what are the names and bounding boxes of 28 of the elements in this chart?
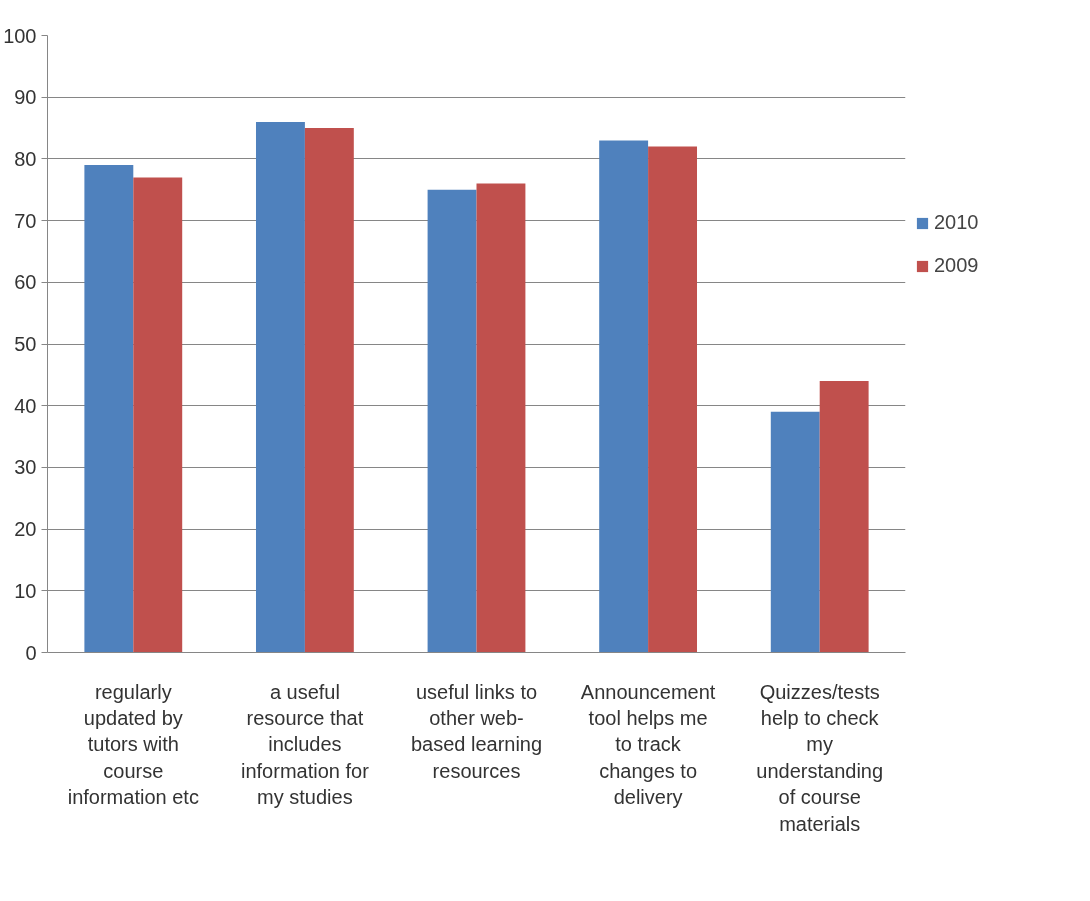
bar [770, 411, 820, 653]
bar [304, 128, 354, 653]
bar [648, 146, 698, 653]
x-tick-label: useful links to other web- based learning resources [410, 680, 543, 782]
bar [819, 381, 869, 653]
bar [476, 183, 526, 653]
legend-label: 2009 [934, 254, 979, 277]
bar [255, 121, 305, 653]
y-tick-label: 10 [14, 579, 37, 602]
y-tick-label: 90 [14, 86, 37, 109]
y-tick-label: 30 [14, 456, 37, 479]
x-tick-label: Announcement tool helps me to track changes to delivery [580, 680, 716, 809]
bar [84, 165, 134, 653]
y-tick-label: 0 [25, 641, 37, 664]
y-tick-label: 50 [14, 333, 37, 355]
x-tick-label: Quizzes/tests help to check my understanding of course materials [756, 680, 884, 835]
x-tick-label: a useful resource that includes information for my studies [240, 680, 370, 809]
y-tick-label: 70 [14, 209, 37, 232]
y-tick-label: 100 [3, 24, 37, 47]
bar [599, 140, 649, 653]
x-tick-label: regularly updated by tutors with course information etc [67, 680, 199, 809]
legend-label: 2010 [934, 211, 979, 234]
y-tick-label: 40 [14, 394, 37, 417]
y-tick-label: 80 [14, 147, 37, 170]
bar [133, 177, 183, 653]
bar [427, 189, 477, 653]
y-tick-label: 20 [14, 518, 37, 541]
y-tick-label: 60 [14, 271, 37, 294]
